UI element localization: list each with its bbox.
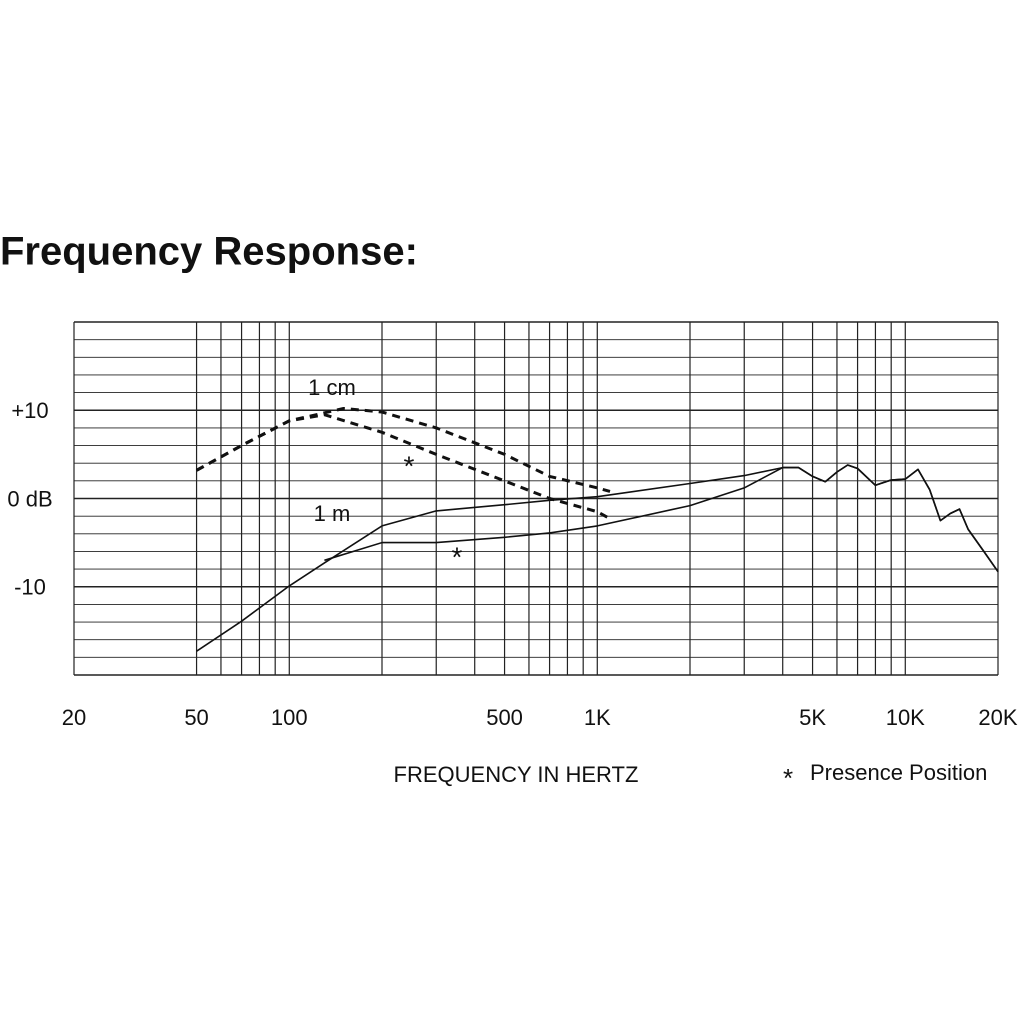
legend-text: Presence Position (810, 760, 987, 785)
x-axis-label: FREQUENCY IN HERTZ (394, 762, 639, 787)
y-tick-label: +10 (11, 398, 48, 423)
y-tick-label: -10 (14, 575, 46, 600)
series-line (195, 413, 611, 521)
x-tick-label: 20 (62, 705, 86, 730)
series-line (195, 407, 611, 493)
x-tick-label: 5K (799, 705, 826, 730)
y-tick-label: 0 dB (7, 486, 52, 511)
x-tick-label: 500 (486, 705, 523, 730)
series-line (324, 464, 999, 573)
x-tick-label: 100 (271, 705, 308, 730)
chart-title: Frequency Response: (0, 230, 418, 274)
x-tick-label: 50 (184, 705, 208, 730)
annotation: 1 cm (308, 375, 356, 400)
legend-marker: * (783, 763, 793, 793)
x-tick-label: 20K (978, 705, 1017, 730)
annotation: 1 m (314, 501, 351, 526)
annotation: * (404, 450, 415, 481)
annotation: * (452, 541, 463, 572)
x-tick-label: 10K (886, 705, 925, 730)
x-tick-label: 1K (584, 705, 611, 730)
